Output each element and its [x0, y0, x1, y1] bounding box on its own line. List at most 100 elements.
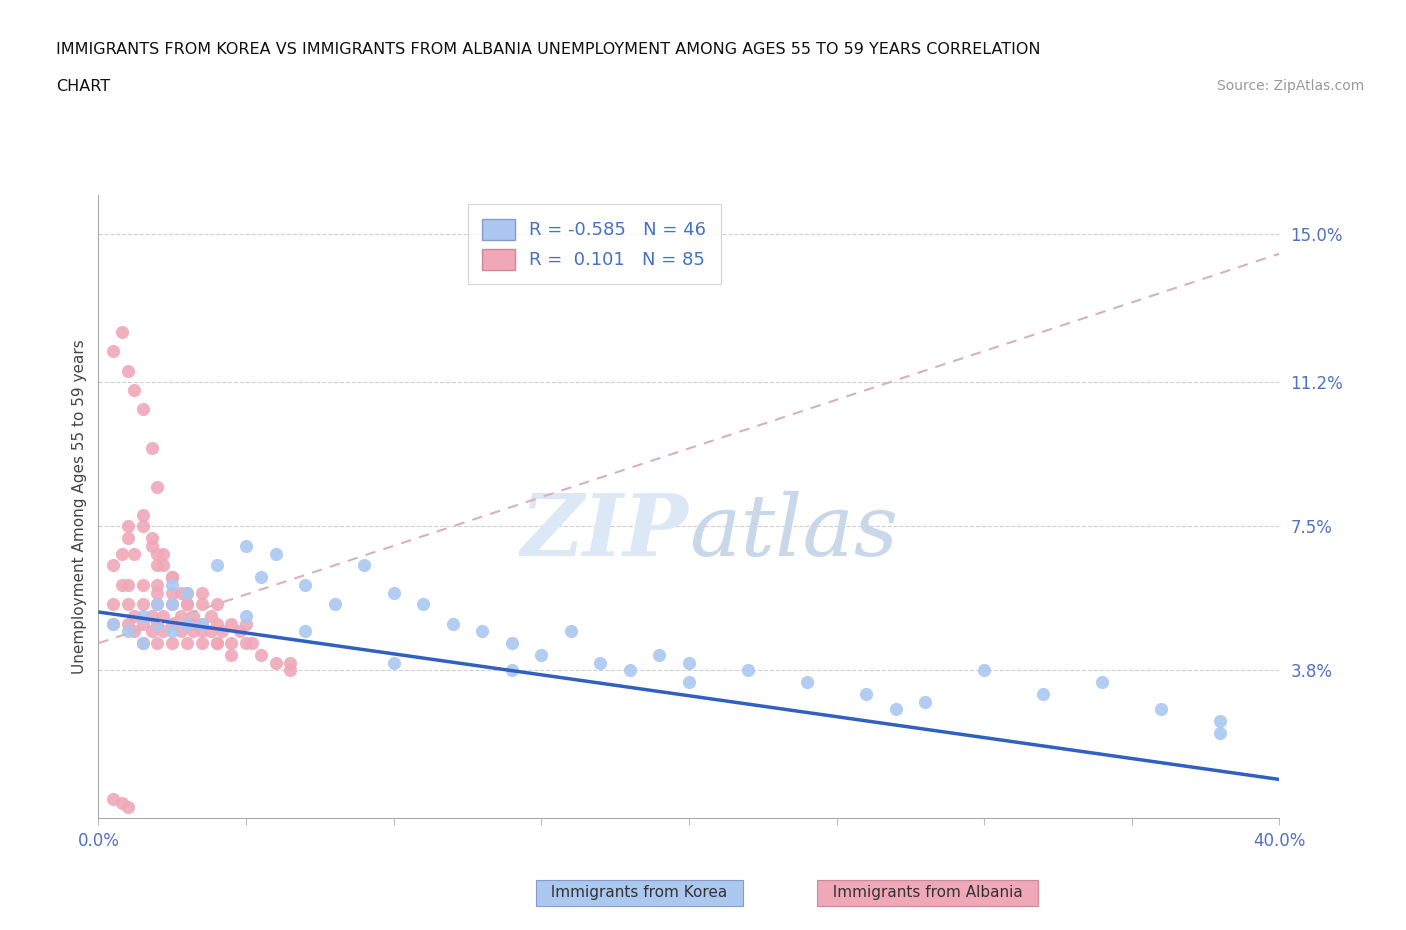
- Point: [117, 530, 139, 545]
- Point: [264, 656, 287, 671]
- Point: [103, 617, 125, 631]
- Point: [132, 608, 155, 623]
- Point: [146, 636, 169, 651]
- Point: [132, 617, 155, 631]
- Text: ZIP: ZIP: [522, 490, 689, 574]
- Point: [132, 636, 155, 651]
- Point: [122, 608, 145, 623]
- Point: [146, 585, 169, 600]
- Point: [678, 656, 700, 671]
- Point: [152, 608, 174, 623]
- Point: [122, 624, 145, 639]
- Point: [191, 585, 214, 600]
- Point: [191, 624, 214, 639]
- Point: [294, 624, 316, 639]
- Point: [219, 647, 242, 662]
- Point: [176, 585, 198, 600]
- Point: [200, 624, 222, 639]
- Point: [589, 656, 612, 671]
- Point: [152, 558, 174, 573]
- Point: [205, 597, 228, 612]
- Point: [146, 617, 169, 631]
- Point: [111, 325, 134, 339]
- Point: [111, 795, 134, 810]
- Point: [648, 647, 671, 662]
- Point: [162, 569, 183, 584]
- Point: [146, 617, 169, 631]
- Point: [412, 597, 434, 612]
- Point: [181, 608, 204, 623]
- Point: [737, 663, 759, 678]
- Point: [240, 636, 263, 651]
- Point: [141, 530, 163, 545]
- Point: [146, 546, 169, 561]
- Point: [122, 546, 145, 561]
- Point: [111, 546, 134, 561]
- Point: [176, 617, 198, 631]
- Point: [132, 402, 155, 417]
- Point: [235, 636, 257, 651]
- Point: [235, 608, 257, 623]
- Point: [152, 546, 174, 561]
- Point: [162, 624, 183, 639]
- Point: [619, 663, 641, 678]
- Point: [191, 636, 214, 651]
- Point: [170, 608, 193, 623]
- Point: [250, 647, 273, 662]
- Point: [264, 546, 287, 561]
- Text: Immigrants from Albania: Immigrants from Albania: [823, 885, 1032, 900]
- Point: [1150, 702, 1173, 717]
- Point: [1209, 713, 1232, 728]
- Point: [176, 597, 198, 612]
- Point: [219, 636, 242, 651]
- Point: [191, 617, 214, 631]
- Point: [132, 636, 155, 651]
- Point: [117, 799, 139, 814]
- Point: [103, 791, 125, 806]
- Point: [219, 617, 242, 631]
- Point: [229, 624, 252, 639]
- Point: [117, 519, 139, 534]
- Point: [141, 624, 163, 639]
- Point: [441, 617, 464, 631]
- Point: [200, 608, 222, 623]
- Point: [176, 585, 198, 600]
- Point: [855, 686, 877, 701]
- Point: [117, 597, 139, 612]
- Point: [162, 569, 183, 584]
- Point: [382, 585, 405, 600]
- Point: [181, 617, 204, 631]
- Text: Source: ZipAtlas.com: Source: ZipAtlas.com: [1216, 79, 1364, 93]
- Y-axis label: Unemployment Among Ages 55 to 59 years: Unemployment Among Ages 55 to 59 years: [72, 339, 87, 674]
- Point: [103, 558, 125, 573]
- Point: [146, 480, 169, 495]
- Point: [141, 538, 163, 553]
- Point: [141, 608, 163, 623]
- Point: [471, 624, 494, 639]
- Text: IMMIGRANTS FROM KOREA VS IMMIGRANTS FROM ALBANIA UNEMPLOYMENT AMONG AGES 55 TO 5: IMMIGRANTS FROM KOREA VS IMMIGRANTS FROM…: [56, 42, 1040, 57]
- Point: [162, 585, 183, 600]
- Point: [162, 617, 183, 631]
- Point: [132, 578, 155, 592]
- Point: [191, 617, 214, 631]
- Point: [884, 702, 907, 717]
- Point: [117, 624, 139, 639]
- Point: [117, 578, 139, 592]
- Point: [162, 597, 183, 612]
- Point: [162, 569, 183, 584]
- Text: Immigrants from Korea: Immigrants from Korea: [541, 885, 737, 900]
- Point: [103, 597, 125, 612]
- Point: [205, 617, 228, 631]
- Point: [146, 558, 169, 573]
- Point: [501, 636, 523, 651]
- Point: [162, 578, 183, 592]
- Point: [191, 597, 214, 612]
- Point: [132, 507, 155, 522]
- Point: [132, 597, 155, 612]
- Point: [170, 624, 193, 639]
- Point: [796, 674, 818, 689]
- Point: [278, 656, 302, 671]
- Point: [353, 558, 375, 573]
- Point: [678, 674, 700, 689]
- Point: [235, 617, 257, 631]
